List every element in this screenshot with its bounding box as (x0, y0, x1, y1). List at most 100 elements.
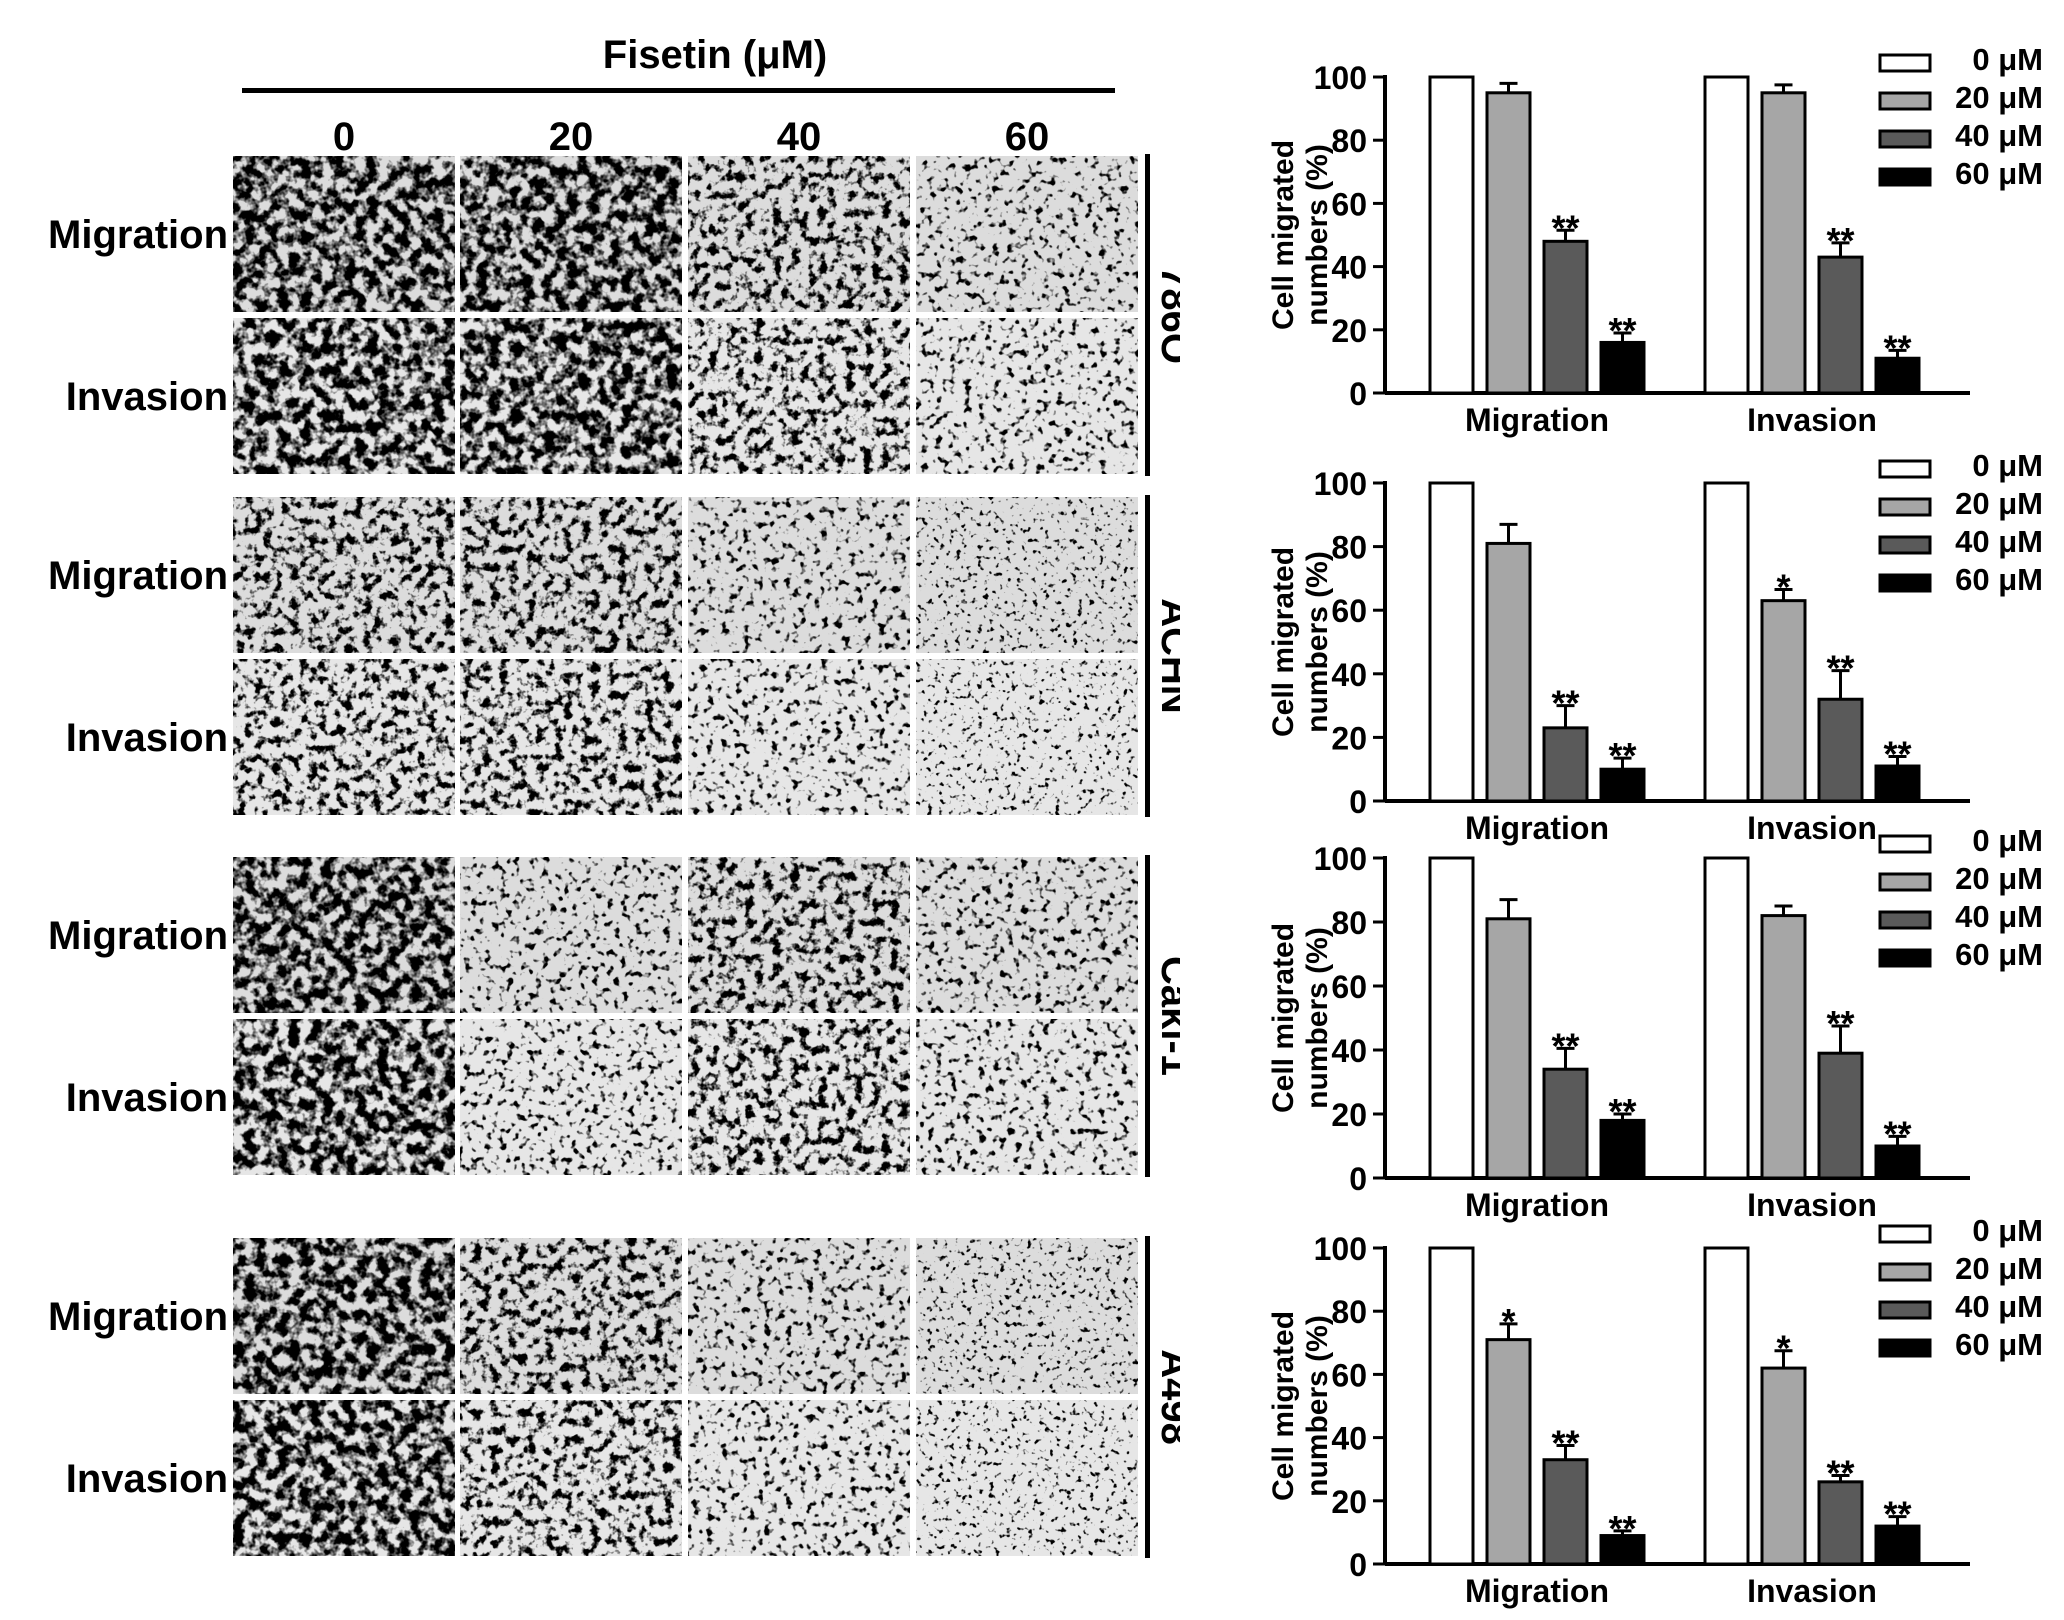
bar (1485, 541, 1532, 803)
row-label-migration: Migration (48, 914, 228, 958)
legend-label: 20 μM (1955, 861, 2043, 896)
micrograph-tile (233, 318, 455, 474)
legend-label: 40 μM (1955, 524, 2043, 559)
legend-label: 0 μM (1972, 1213, 2043, 1248)
legend-label: 40 μM (1955, 118, 2043, 153)
x-category-label: Invasion (1747, 1573, 1877, 1609)
micrograph-tile (916, 857, 1138, 1013)
cell-line-bar (1145, 495, 1150, 817)
y-tick-label: 100 (1314, 60, 1367, 96)
legend-swatch (1878, 535, 1932, 555)
bar (1542, 239, 1589, 395)
legend-swatch (1878, 497, 1932, 517)
significance-mark: ** (1551, 683, 1579, 724)
y-tick-label: 60 (1331, 186, 1367, 222)
chart-caki-1: 0 20 40 60 80 100 Cell migrated numbers (%) ** **… (1267, 823, 2043, 1223)
x-category-label: Migration (1465, 810, 1609, 846)
bar (1428, 856, 1475, 1180)
micrograph-tile (688, 1019, 910, 1175)
legend-swatch (1878, 910, 1932, 930)
significance-mark: ** (1608, 1508, 1636, 1549)
row-label-invasion: Invasion (66, 1076, 228, 1120)
legend-swatch (1878, 834, 1932, 854)
micrograph-tile (688, 659, 910, 815)
legend-label: 0 μM (1972, 448, 2043, 483)
y-tick-label: 20 (1331, 313, 1367, 349)
micrograph-tile (460, 318, 682, 474)
y-axis-label: numbers (%) (1301, 927, 1334, 1109)
micrograph-tile (460, 497, 682, 653)
micrograph-tile (916, 1400, 1138, 1556)
row-label-migration: Migration (48, 213, 228, 257)
bar (1817, 697, 1864, 803)
y-tick-label: 100 (1314, 466, 1367, 502)
legend-swatch (1878, 91, 1932, 111)
legend-swatch (1878, 948, 1932, 968)
bar (1542, 1458, 1589, 1566)
micrograph-panel: Fisetin (μM) 0 20 40 60 Migration Invasion Mi… (48, 33, 1180, 1558)
y-tick-label: 0 (1349, 1161, 1367, 1197)
micrograph-tile (916, 659, 1138, 815)
legend-swatch (1878, 53, 1932, 73)
significance-mark: ** (1551, 1025, 1579, 1066)
y-tick-label: 40 (1331, 657, 1367, 693)
micrograph-tile (688, 1238, 910, 1394)
y-tick-label: 40 (1331, 1421, 1367, 1457)
cell-line-label: ACHN (1153, 598, 1180, 714)
significance-mark: ** (1608, 735, 1636, 776)
y-tick-label: 20 (1331, 720, 1367, 756)
micrograph-tile (916, 1238, 1138, 1394)
bar (1760, 91, 1807, 395)
significance-mark: * (1776, 1328, 1790, 1369)
bar (1428, 1246, 1475, 1566)
legend-swatch (1878, 167, 1932, 187)
y-tick-label: 20 (1331, 1484, 1367, 1520)
cell-line-label: Caki-1 (1153, 956, 1180, 1076)
micrograph-tile (916, 1019, 1138, 1175)
y-tick-label: 20 (1331, 1097, 1367, 1133)
legend-label: 0 μM (1972, 42, 2043, 77)
micrograph-tile (233, 1019, 455, 1175)
bar (1817, 1051, 1864, 1180)
legend-label: 20 μM (1955, 1251, 2043, 1286)
micrograph-tile (460, 1400, 682, 1556)
legend-label: 60 μM (1955, 562, 2043, 597)
bar (1703, 481, 1750, 803)
y-tick-label: 60 (1331, 1357, 1367, 1393)
significance-mark: ** (1826, 648, 1854, 689)
significance-mark: ** (1826, 220, 1854, 261)
significance-mark: ** (1826, 1453, 1854, 1494)
micrograph-tile (460, 1238, 682, 1394)
y-tick-label: 0 (1349, 1547, 1367, 1583)
micrograph-tile (233, 659, 455, 815)
micrograph-tile (233, 497, 455, 653)
significance-mark: ** (1883, 1494, 1911, 1535)
y-tick-label: 80 (1331, 123, 1367, 159)
chart-786o: 0 20 40 60 80 100 Cell migrated numbers (%) ** **… (1267, 42, 2043, 438)
bar (1703, 1246, 1750, 1566)
y-tick-label: 40 (1331, 250, 1367, 286)
bar (1428, 481, 1475, 803)
y-axis-label: numbers (%) (1301, 1315, 1334, 1497)
row-label-invasion: Invasion (66, 375, 228, 419)
cell-line-bar (1145, 855, 1150, 1177)
cell-line-bar (1145, 1236, 1150, 1558)
bar (1485, 1338, 1532, 1566)
legend-label: 60 μM (1955, 156, 2043, 191)
bar (1760, 914, 1807, 1180)
cell-line-label: 786O (1153, 266, 1180, 364)
legend-label: 60 μM (1955, 1327, 2043, 1362)
significance-mark: ** (1883, 733, 1911, 774)
bar (1428, 75, 1475, 395)
micrograph-tile (688, 318, 910, 474)
y-axis-label: numbers (%) (1301, 551, 1334, 733)
x-category-label: Migration (1465, 1573, 1609, 1609)
bar (1760, 1366, 1807, 1566)
legend-label: 40 μM (1955, 1289, 2043, 1324)
concentration-header-40: 40 (777, 115, 822, 159)
cell-line-label: A498 (1153, 1349, 1180, 1445)
y-tick-label: 60 (1331, 593, 1367, 629)
